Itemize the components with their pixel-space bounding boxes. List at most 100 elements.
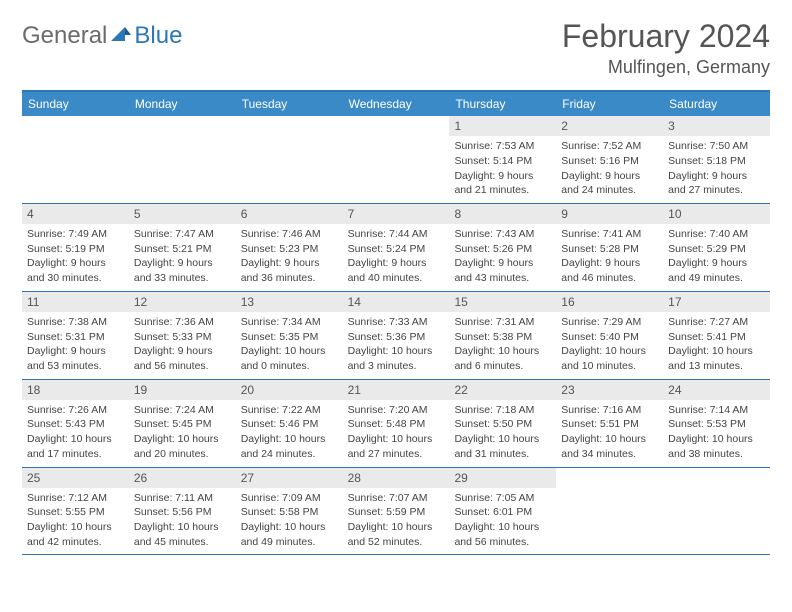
week-row: 18Sunrise: 7:26 AMSunset: 5:43 PMDayligh… [22, 380, 770, 468]
dl2-text: and 6 minutes. [454, 359, 551, 373]
dl2-text: and 52 minutes. [348, 535, 445, 549]
day-number: 26 [134, 471, 147, 485]
header: General Blue February 2024 Mulfingen, Ge… [22, 18, 770, 78]
sun-info: Sunrise: 7:20 AMSunset: 5:48 PMDaylight:… [348, 403, 445, 461]
day-number-bar: 28 [343, 468, 450, 488]
dl2-text: and 43 minutes. [454, 271, 551, 285]
sunrise-text: Sunrise: 7:27 AM [668, 315, 765, 329]
day-number-bar: 1 [449, 116, 556, 136]
day-cell: 6Sunrise: 7:46 AMSunset: 5:23 PMDaylight… [236, 204, 343, 291]
dl2-text: and 49 minutes. [668, 271, 765, 285]
sunset-text: Sunset: 5:18 PM [668, 154, 765, 168]
day-number-bar: 6 [236, 204, 343, 224]
dl1-text: Daylight: 10 hours [561, 344, 658, 358]
sun-info: Sunrise: 7:22 AMSunset: 5:46 PMDaylight:… [241, 403, 338, 461]
day-number: 21 [348, 383, 361, 397]
day-number: 27 [241, 471, 254, 485]
sunset-text: Sunset: 5:24 PM [348, 242, 445, 256]
day-number-bar: 10 [663, 204, 770, 224]
sun-info: Sunrise: 7:29 AMSunset: 5:40 PMDaylight:… [561, 315, 658, 373]
day-cell: 3Sunrise: 7:50 AMSunset: 5:18 PMDaylight… [663, 116, 770, 203]
dl1-text: Daylight: 9 hours [241, 256, 338, 270]
dl1-text: Daylight: 10 hours [561, 432, 658, 446]
sunset-text: Sunset: 5:58 PM [241, 505, 338, 519]
dl1-text: Daylight: 10 hours [134, 520, 231, 534]
sun-info: Sunrise: 7:18 AMSunset: 5:50 PMDaylight:… [454, 403, 551, 461]
sunset-text: Sunset: 5:16 PM [561, 154, 658, 168]
sunrise-text: Sunrise: 7:09 AM [241, 491, 338, 505]
day-number: 16 [561, 295, 574, 309]
day-cell: 20 Sunrise: 7:22 AMSunset: 5:46 PMDayligh… [236, 380, 343, 467]
dl2-text: and 36 minutes. [241, 271, 338, 285]
sun-info: Sunrise: 7:27 AMSunset: 5:41 PMDaylight:… [668, 315, 765, 373]
weekday-row: SundayMondayTuesdayWednesdayThursdayFrid… [22, 92, 770, 116]
sunset-text: Sunset: 5:46 PM [241, 417, 338, 431]
sunrise-text: Sunrise: 7:22 AM [241, 403, 338, 417]
logo: General Blue [22, 18, 182, 50]
day-number-bar: 2 [556, 116, 663, 136]
dl1-text: Daylight: 10 hours [668, 344, 765, 358]
day-cell: 12Sunrise: 7:36 AMSunset: 5:33 PMDayligh… [129, 292, 236, 379]
sun-info: Sunrise: 7:38 AMSunset: 5:31 PMDaylight:… [27, 315, 124, 373]
day-number: 5 [134, 207, 141, 221]
sunset-text: Sunset: 5:40 PM [561, 330, 658, 344]
sunrise-text: Sunrise: 7:50 AM [668, 139, 765, 153]
dl2-text: and 34 minutes. [561, 447, 658, 461]
day-cell: 22 Sunrise: 7:18 AMSunset: 5:50 PMDayligh… [449, 380, 556, 467]
day-number-bar: 16 [556, 292, 663, 312]
dl2-text: and 56 minutes. [134, 359, 231, 373]
dl1-text: Daylight: 10 hours [134, 432, 231, 446]
sunset-text: Sunset: 5:55 PM [27, 505, 124, 519]
day-cell [22, 116, 129, 203]
sunset-text: Sunset: 6:01 PM [454, 505, 551, 519]
dl1-text: Daylight: 9 hours [454, 256, 551, 270]
sunset-text: Sunset: 5:45 PM [134, 417, 231, 431]
day-number: 25 [27, 471, 40, 485]
dl1-text: Daylight: 10 hours [348, 520, 445, 534]
sun-info: Sunrise: 7:14 AMSunset: 5:53 PMDaylight:… [668, 403, 765, 461]
dl2-text: and 17 minutes. [27, 447, 124, 461]
dl1-text: Daylight: 10 hours [27, 520, 124, 534]
sun-info: Sunrise: 7:43 AMSunset: 5:26 PMDaylight:… [454, 227, 551, 285]
sunrise-text: Sunrise: 7:24 AM [134, 403, 231, 417]
dl1-text: Daylight: 9 hours [561, 169, 658, 183]
day-number-bar: 13 [236, 292, 343, 312]
sunset-text: Sunset: 5:41 PM [668, 330, 765, 344]
day-cell: 27Sunrise: 7:09 AMSunset: 5:58 PMDayligh… [236, 468, 343, 555]
sunrise-text: Sunrise: 7:40 AM [668, 227, 765, 241]
day-number-bar: 20 [236, 380, 343, 400]
sun-info: Sunrise: 7:24 AMSunset: 5:45 PMDaylight:… [134, 403, 231, 461]
day-cell: 2 Sunrise: 7:52 AMSunset: 5:16 PMDaylight… [556, 116, 663, 203]
day-number-bar: 22 [449, 380, 556, 400]
dl1-text: Daylight: 9 hours [454, 169, 551, 183]
week-row: 1Sunrise: 7:53 AMSunset: 5:14 PMDaylight… [22, 116, 770, 204]
sun-info: Sunrise: 7:07 AMSunset: 5:59 PMDaylight:… [348, 491, 445, 549]
day-cell [236, 116, 343, 203]
sunset-text: Sunset: 5:26 PM [454, 242, 551, 256]
sunset-text: Sunset: 5:36 PM [348, 330, 445, 344]
dl2-text: and 33 minutes. [134, 271, 231, 285]
day-cell: 7Sunrise: 7:44 AMSunset: 5:24 PMDaylight… [343, 204, 450, 291]
sunset-text: Sunset: 5:23 PM [241, 242, 338, 256]
day-number: 17 [668, 295, 681, 309]
sunset-text: Sunset: 5:21 PM [134, 242, 231, 256]
dl2-text: and 21 minutes. [454, 183, 551, 197]
day-number: 18 [27, 383, 40, 397]
day-cell: 25Sunrise: 7:12 AMSunset: 5:55 PMDayligh… [22, 468, 129, 555]
sunrise-text: Sunrise: 7:52 AM [561, 139, 658, 153]
dl2-text: and 30 minutes. [27, 271, 124, 285]
dl2-text: and 40 minutes. [348, 271, 445, 285]
day-number-bar: 19 [129, 380, 236, 400]
sun-info: Sunrise: 7:05 AMSunset: 6:01 PMDaylight:… [454, 491, 551, 549]
dl2-text: and 49 minutes. [241, 535, 338, 549]
logo-text-blue: Blue [134, 22, 182, 50]
day-cell: 28 Sunrise: 7:07 AMSunset: 5:59 PMDayligh… [343, 468, 450, 555]
month-title: February 2024 [562, 18, 770, 55]
sunset-text: Sunset: 5:29 PM [668, 242, 765, 256]
sunrise-text: Sunrise: 7:16 AM [561, 403, 658, 417]
day-number-bar: 17 [663, 292, 770, 312]
day-number: 9 [561, 207, 568, 221]
weekday-header: Wednesday [343, 92, 450, 116]
sun-info: Sunrise: 7:49 AMSunset: 5:19 PMDaylight:… [27, 227, 124, 285]
day-number-bar: 26 [129, 468, 236, 488]
